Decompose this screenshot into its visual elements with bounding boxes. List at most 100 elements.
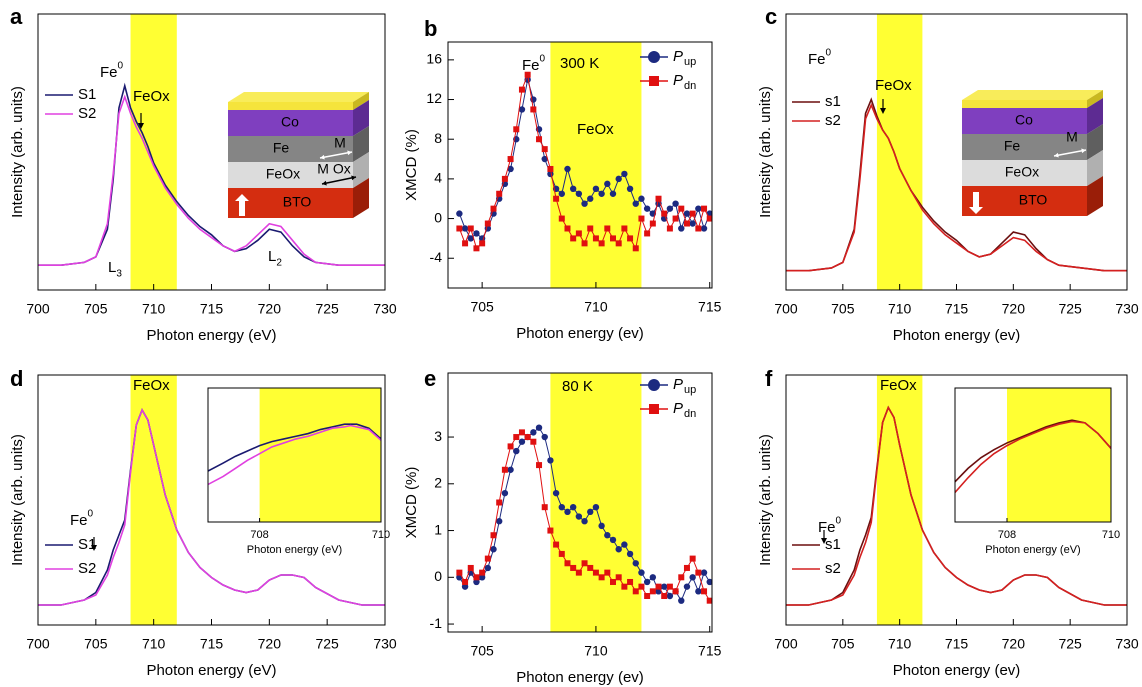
x-tick-label: 705 <box>470 299 494 315</box>
series-group <box>786 97 1127 272</box>
marker <box>461 225 469 232</box>
marker <box>666 592 674 600</box>
marker <box>644 593 651 600</box>
legend-label: P <box>673 72 683 89</box>
marker <box>621 170 628 178</box>
series-line <box>786 405 1127 606</box>
highlight-band <box>259 388 381 522</box>
x-tick-label: 705 <box>831 636 855 652</box>
x-tick-label: 710 <box>142 301 166 317</box>
pointer-arrow-head <box>880 108 886 114</box>
legend-label: S1 <box>78 536 96 553</box>
y-tick-label: 16 <box>426 51 442 67</box>
marker <box>678 597 685 604</box>
marker <box>615 546 622 553</box>
layer <box>962 134 1087 160</box>
marker <box>541 504 548 511</box>
marker <box>484 220 491 227</box>
marker <box>655 583 662 590</box>
layer <box>962 186 1087 216</box>
marker <box>695 205 702 212</box>
pointer-arrow-head <box>138 123 144 129</box>
annotation-superscript: 0 <box>826 48 832 59</box>
legend-label: S1 <box>78 86 96 103</box>
marker <box>661 593 668 600</box>
marker <box>683 220 690 227</box>
x-tick-label: 700 <box>26 636 50 652</box>
marker <box>581 200 588 207</box>
marker <box>638 215 645 222</box>
series-group <box>955 419 1111 494</box>
plot-frame <box>447 41 713 289</box>
annotation-superscript: 0 <box>118 61 124 72</box>
series-group <box>456 71 712 252</box>
marker <box>598 240 605 247</box>
x-axis-label: Photon energy (ev) <box>516 669 644 686</box>
layer <box>228 110 353 136</box>
marker <box>558 550 565 557</box>
marker <box>456 210 463 217</box>
layer <box>228 136 353 162</box>
marker <box>490 205 497 212</box>
legend-subscript: dn <box>684 408 696 420</box>
marker <box>666 205 674 212</box>
annotation: Fe <box>1004 138 1021 154</box>
panel-label: b <box>424 16 437 41</box>
annotation: BTO <box>1019 192 1048 208</box>
marker <box>678 205 685 212</box>
marker <box>467 235 474 242</box>
magnetization-arrow <box>321 176 357 185</box>
series-line <box>38 408 385 606</box>
annotation: Fe <box>70 512 88 529</box>
x-tick-label: 725 <box>1058 301 1082 317</box>
annotation: 80 K <box>562 378 593 395</box>
marker <box>683 210 691 217</box>
layer-top <box>962 90 1103 100</box>
marker <box>649 574 657 581</box>
marker <box>701 588 708 595</box>
marker <box>564 508 571 516</box>
marker <box>541 155 548 163</box>
legend-marker <box>648 379 660 391</box>
layer <box>228 102 353 110</box>
legend-label: P <box>673 400 683 417</box>
marker <box>473 230 480 237</box>
marker <box>621 225 628 232</box>
series-group <box>786 405 1127 606</box>
marker <box>695 225 702 232</box>
marker <box>632 200 639 207</box>
x-tick-label: 700 <box>774 301 798 317</box>
marker <box>627 235 634 242</box>
marker <box>518 106 526 113</box>
marker <box>524 434 531 441</box>
marker <box>569 503 577 511</box>
x-tick-label: 700 <box>774 636 798 652</box>
y-tick-label: 8 <box>434 130 442 146</box>
plot-frame <box>37 13 386 291</box>
marker <box>535 424 543 431</box>
annotation: Fe <box>273 140 290 156</box>
marker <box>610 235 616 242</box>
marker <box>513 126 520 133</box>
layer-side <box>1087 98 1103 134</box>
annotation: FeOx <box>133 377 170 394</box>
layer-side <box>353 100 369 136</box>
marker <box>501 466 508 473</box>
marker <box>575 513 583 520</box>
annotation: FeOx <box>133 88 170 105</box>
annotation: 300 K <box>560 55 599 72</box>
polarization-arrow <box>969 192 983 214</box>
marker <box>547 457 554 464</box>
layer-top <box>228 92 369 102</box>
marker <box>701 205 708 212</box>
x-tick-label: 715 <box>698 643 722 659</box>
marker <box>564 225 571 232</box>
y-axis-label: XMCD (%) <box>403 129 420 201</box>
x-tick-label: 720 <box>1002 636 1026 652</box>
x-tick-label: 730 <box>373 636 397 652</box>
series-line <box>208 423 381 472</box>
marker <box>479 569 486 576</box>
marker <box>564 560 571 567</box>
pointer-arrow-head <box>91 545 97 551</box>
